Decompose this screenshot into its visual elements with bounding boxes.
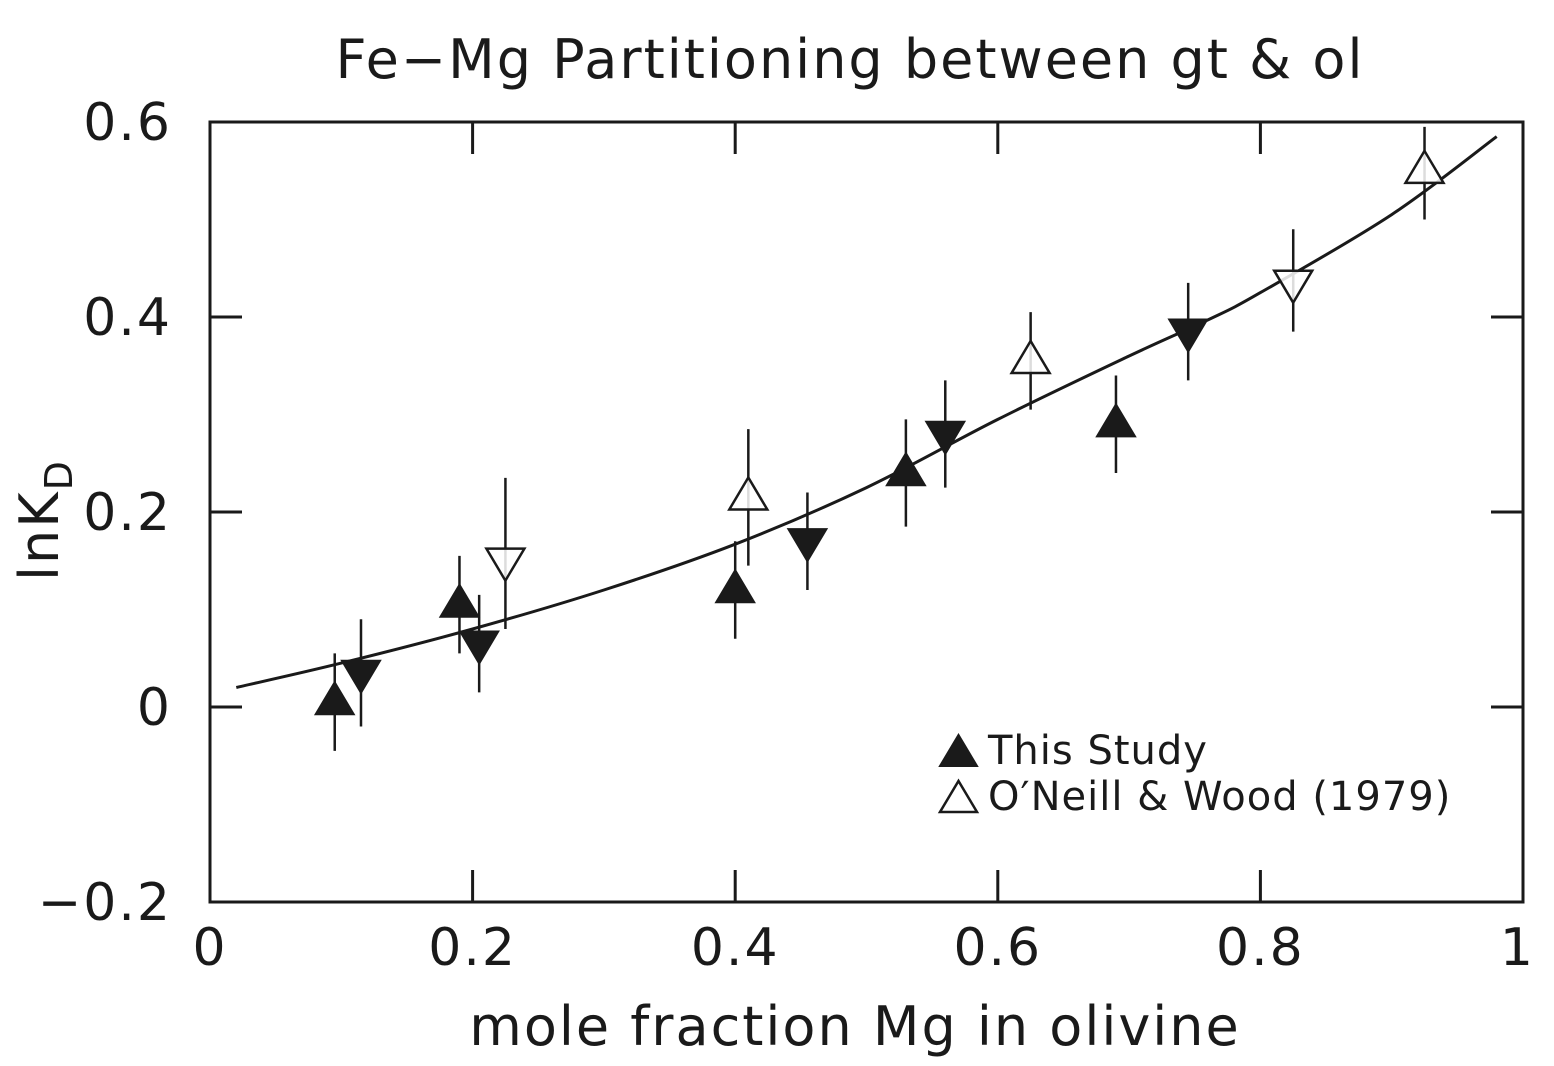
fit-curve <box>235 135 1498 689</box>
this-study-point-5 <box>786 528 829 564</box>
legend-marker-oneill-wood <box>937 778 980 814</box>
this-study-point-9 <box>1167 318 1209 354</box>
axis-ticks <box>208 120 1525 904</box>
y-tick-label-3: 0.4 <box>83 288 172 348</box>
this-study-point-2 <box>438 582 481 618</box>
chart-title: Fe−Mg Partitioning between gt & ol <box>336 28 1365 91</box>
y-axis-label: lnKD <box>8 459 81 581</box>
oneill-wood-point-4 <box>1403 148 1446 185</box>
this-study-point-1 <box>340 659 382 695</box>
legend-label-oneill-wood: O′Neill & Wood (1979) <box>988 774 1451 820</box>
legend-label-this-study: This Study <box>987 728 1208 774</box>
oneill-wood-point-1 <box>727 475 770 511</box>
x-tick-label-1: 0.2 <box>428 918 517 978</box>
y-axis-label-sub: D <box>37 459 81 490</box>
x-tick-label-5: 1 <box>1500 918 1535 978</box>
this-study-point-4 <box>714 568 756 604</box>
y-tick-label-2: 0.2 <box>83 483 172 543</box>
y-tick-label-4: 0.6 <box>83 93 172 153</box>
x-axis-label: mole fraction Mg in olivine <box>469 995 1241 1058</box>
oneill-wood-point-2 <box>1009 338 1052 375</box>
this-study-point-8 <box>1095 402 1137 438</box>
legend: This Study O′Neill & Wood (1979) <box>937 728 1451 820</box>
x-tick-label-3: 0.6 <box>953 918 1042 978</box>
x-tick-label-0: 0 <box>192 918 227 978</box>
x-tick-label-2: 0.4 <box>691 918 780 978</box>
this-study-point-7 <box>924 420 967 456</box>
this-study-point-6 <box>885 451 927 487</box>
oneill-wood-point-3 <box>1272 269 1315 306</box>
y-axis-label-main: lnK <box>8 490 71 581</box>
this-study-point-0 <box>313 680 356 716</box>
x-tick-labels: 0 0.2 0.4 0.6 0.8 1 <box>192 918 1535 978</box>
data-points <box>313 126 1446 751</box>
y-tick-label-0: −0.2 <box>38 873 172 933</box>
legend-marker-this-study <box>938 733 979 767</box>
oneill-wood-point-0 <box>484 547 527 584</box>
this-study-point-3 <box>458 630 500 666</box>
y-tick-labels: −0.2 0 0.2 0.4 0.6 <box>38 93 172 933</box>
y-tick-label-1: 0 <box>137 678 172 738</box>
x-tick-label-4: 0.8 <box>1216 918 1305 978</box>
